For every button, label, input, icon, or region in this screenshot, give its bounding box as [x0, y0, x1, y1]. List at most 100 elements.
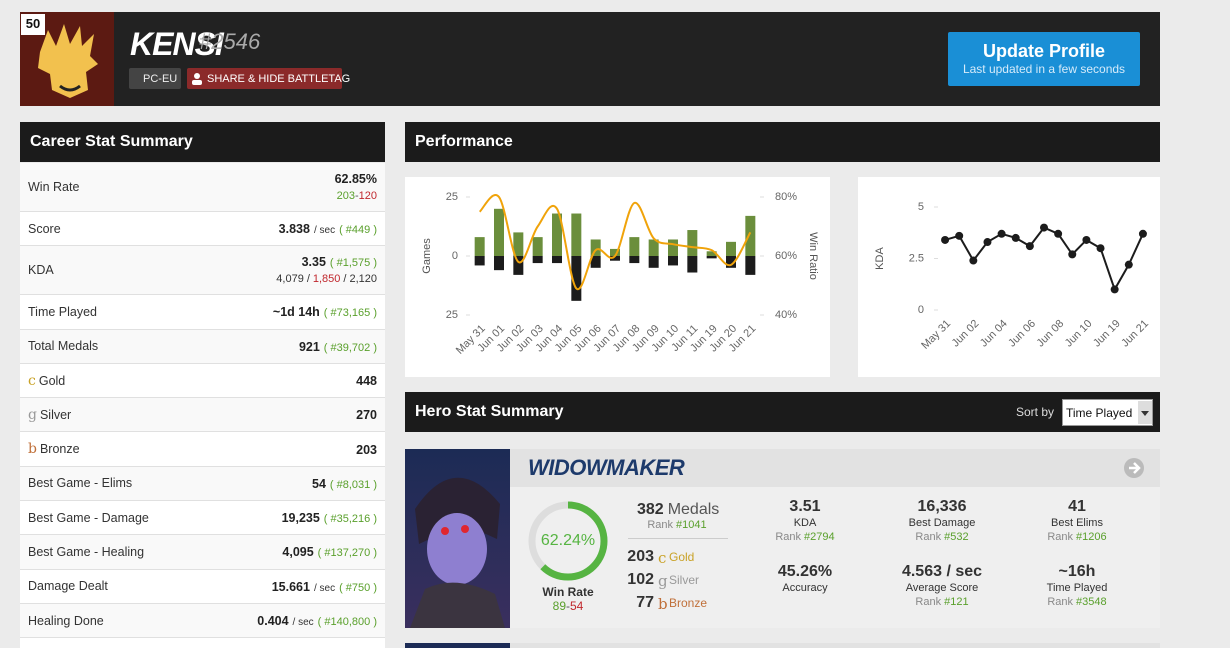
medal-count: 77 [636, 594, 654, 611]
row-value: 4,095( #137,270 ) [282, 545, 377, 559]
rank: ( #449 ) [339, 224, 377, 236]
unit: / sec [313, 582, 336, 594]
rank-label: Rank [915, 596, 942, 608]
career-row: Time Played ~1d 14h( #73,165 ) [20, 295, 385, 330]
stat-value: 4.563 / sec [901, 563, 983, 580]
y-tick-label: 25 [446, 191, 458, 203]
rank: ( #140,800 ) [317, 616, 377, 628]
update-label[interactable]: Update Profile [982, 41, 1106, 61]
career-row: Best Game - Elims 54( #8,031 ) [20, 466, 385, 502]
bar [745, 256, 756, 275]
row-label-text: KDA [28, 263, 54, 278]
point [1124, 260, 1133, 269]
y-tick-label: 0 [452, 250, 458, 262]
level-badge: 50 [25, 16, 41, 31]
career-row: b Bronze 203 [20, 432, 385, 467]
hero-record: 89-54 [553, 599, 584, 613]
x-tick-label: Jun 08 [1034, 318, 1066, 350]
bar [668, 256, 678, 266]
performance-title: Performance [405, 122, 1160, 162]
point [1138, 229, 1147, 238]
value: 203 [356, 442, 377, 457]
kda-part: / [343, 273, 347, 286]
player-name: KENSI [130, 26, 224, 62]
stat-rank: Rank #2794 [775, 531, 834, 543]
y-tick-label: 2.5 [909, 252, 924, 264]
bar [706, 251, 717, 256]
y-tick-label: 0 [918, 304, 924, 316]
row-label-text: Score [28, 221, 61, 236]
row-label: g Silver [28, 407, 71, 423]
y-tick-label: 5 [918, 201, 924, 213]
avatar [20, 12, 114, 106]
rank: ( #750 ) [339, 581, 377, 594]
select-arrow[interactable] [1138, 401, 1152, 424]
bar [494, 256, 504, 271]
row-label: Win Rate [28, 180, 79, 194]
row-label-text: Silver [39, 407, 72, 422]
user-icon [192, 73, 202, 85]
win-loss: 54 [570, 599, 584, 613]
value: 921 [298, 339, 320, 354]
row-value: 270 [356, 408, 377, 422]
stat-label: Average Score [905, 582, 979, 594]
career-title: Career Stat Summary [20, 122, 385, 162]
row-label: Best Game - Elims [28, 476, 132, 490]
row-detail: 203-120 [337, 190, 377, 202]
rank-value: #121 [944, 596, 969, 608]
bar [610, 248, 620, 256]
medal-count: 203 [627, 548, 654, 565]
bar [687, 256, 698, 273]
career-row: g Silver 270 [20, 398, 385, 433]
stat-label: Best Damage [908, 517, 976, 529]
medal-count: 102 [627, 571, 654, 588]
hero-details-arrow[interactable] [1123, 457, 1145, 479]
sort-select[interactable] [1062, 399, 1153, 426]
point [1025, 242, 1034, 251]
rank-label: Rank [647, 519, 674, 531]
bar [706, 256, 717, 259]
row-label-text: Time Played [28, 304, 98, 319]
point [997, 229, 1006, 238]
bar [687, 230, 698, 256]
stat-value: 45.26% [777, 563, 833, 580]
y-axis-title: KDA [874, 247, 886, 270]
row-label: Score [28, 222, 61, 236]
win-rate-donut [528, 501, 608, 581]
rank-value: #1041 [676, 519, 707, 531]
stat-rank: Rank #3548 [1047, 596, 1106, 608]
value: ~1d 14h [272, 305, 320, 320]
rank: ( #39,702 ) [323, 341, 377, 354]
hero-portrait [405, 449, 510, 628]
sort-value[interactable]: Time Played [1066, 406, 1133, 420]
bar [532, 256, 543, 264]
rank: ( #137,270 ) [317, 547, 377, 560]
value: 15.661 [271, 579, 310, 594]
hero-name: WIDOWMAKER [528, 455, 685, 480]
row-label: Time Played [28, 305, 97, 319]
bar [745, 215, 756, 256]
rank-value: #1206 [1076, 531, 1107, 543]
bar [513, 232, 524, 256]
value: 3.838 [278, 222, 310, 236]
bar [552, 256, 562, 264]
stat-rank: Rank #1206 [1047, 531, 1106, 543]
rank: ( #35,216 ) [323, 513, 377, 526]
medal-label: Silver [669, 573, 700, 587]
win-loss: - [566, 599, 570, 613]
share-button[interactable] [187, 68, 342, 89]
bar [648, 239, 659, 256]
share-label[interactable]: SHARE & HIDE BATTLETAG [207, 73, 351, 85]
update-button[interactable] [948, 32, 1140, 86]
rank: ( #1,575 ) [329, 257, 377, 270]
win-loss: - [354, 190, 359, 202]
bar [629, 256, 640, 264]
row-value: 921( #39,702 ) [299, 340, 377, 354]
stat-value: 3.51 [789, 498, 821, 515]
medals-count: 382 [637, 501, 664, 518]
bar [648, 256, 659, 268]
win-rate-label: Win Rate [542, 585, 594, 599]
row-label-text: Best Game - Healing [28, 545, 145, 560]
bar [726, 256, 736, 268]
